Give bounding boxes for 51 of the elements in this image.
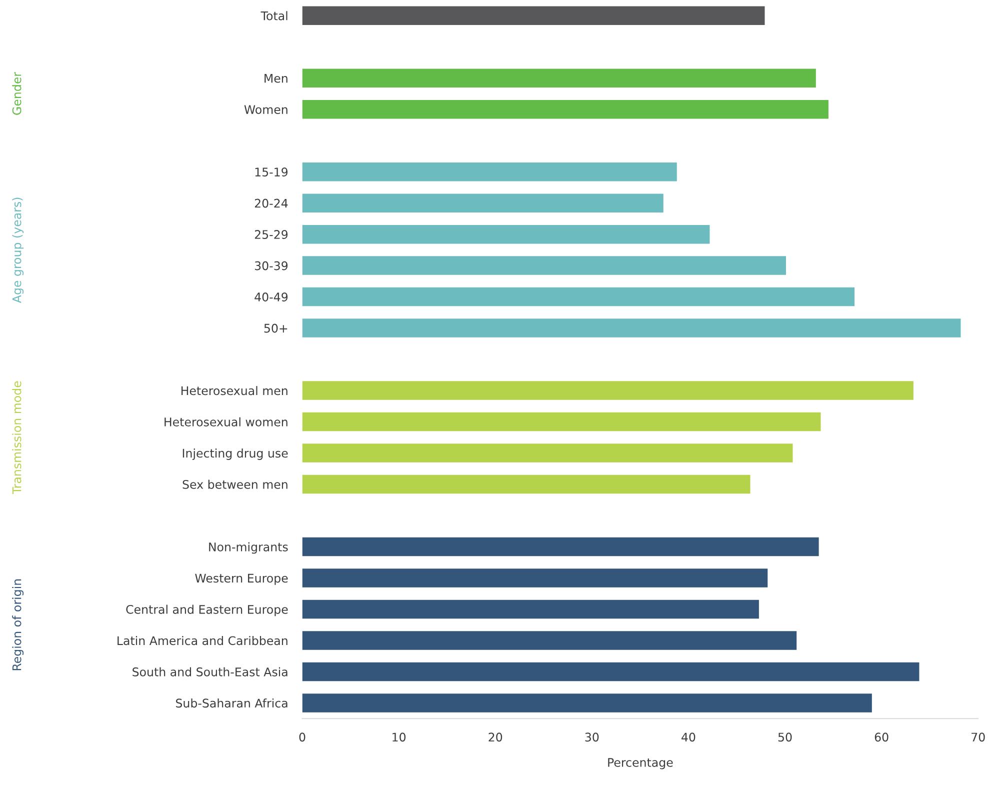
x-tick-label: 0 (299, 732, 306, 742)
bar (302, 631, 797, 650)
bar (302, 662, 920, 682)
x-tick-label: 70 (972, 732, 985, 742)
bar (302, 600, 759, 619)
bar (302, 568, 768, 588)
text: Age group (years) (12, 198, 24, 304)
y-tick-label: Sex between men (182, 480, 288, 489)
bar (302, 224, 710, 244)
text: Transmission mode (12, 381, 22, 494)
y-tick-label: Sub-Saharan Africa (176, 698, 288, 708)
text: Region of origin (12, 579, 24, 670)
bar (302, 68, 816, 88)
x-tick-label: 30 (585, 732, 599, 742)
bar (302, 318, 961, 338)
bar (302, 162, 677, 182)
y-tick-label: 30-39 (254, 261, 288, 270)
bar (302, 194, 664, 212)
y-tick-label: 25-29 (254, 230, 288, 239)
bar (302, 287, 855, 306)
y-tick-label: Women (244, 105, 288, 114)
x-tick-label: 60 (874, 732, 888, 742)
bar (302, 381, 914, 400)
y-tick-label: Men (264, 74, 288, 83)
y-tick-label: South and South-East Asia (132, 667, 288, 676)
x-axis-title: Percentage (608, 758, 673, 770)
y-tick-label: 20-24 (254, 198, 288, 208)
x-tick-label: 20 (488, 732, 502, 742)
bar (302, 412, 821, 432)
y-tick-label: 50+ (264, 324, 288, 333)
x-tick-label: 50 (778, 732, 792, 742)
bar (302, 537, 819, 556)
bar (302, 6, 765, 25)
y-tick-label: Heterosexual women (164, 417, 288, 426)
bar (302, 444, 793, 462)
y-tick-label: Central and Eastern Europe (126, 604, 288, 616)
x-tick-label: 10 (392, 732, 406, 742)
y-tick-label: Latin America and Caribbean (118, 636, 288, 646)
y-tick-label: 15-19 (255, 168, 288, 176)
y-tick-label: Western Europe (195, 574, 288, 585)
x-tick-label: 40 (682, 732, 696, 742)
text: Gender (12, 72, 22, 115)
y-tick-label: Injecting drug use (182, 448, 288, 460)
bar (302, 474, 750, 494)
y-tick-label: 40-49 (254, 292, 288, 302)
bar (302, 694, 872, 712)
y-tick-label: Non-migrants (209, 542, 288, 554)
y-tick-label: Heterosexual men (181, 386, 288, 396)
bar (302, 256, 786, 275)
y-tick-label: Total (260, 11, 288, 20)
bar (302, 100, 828, 119)
